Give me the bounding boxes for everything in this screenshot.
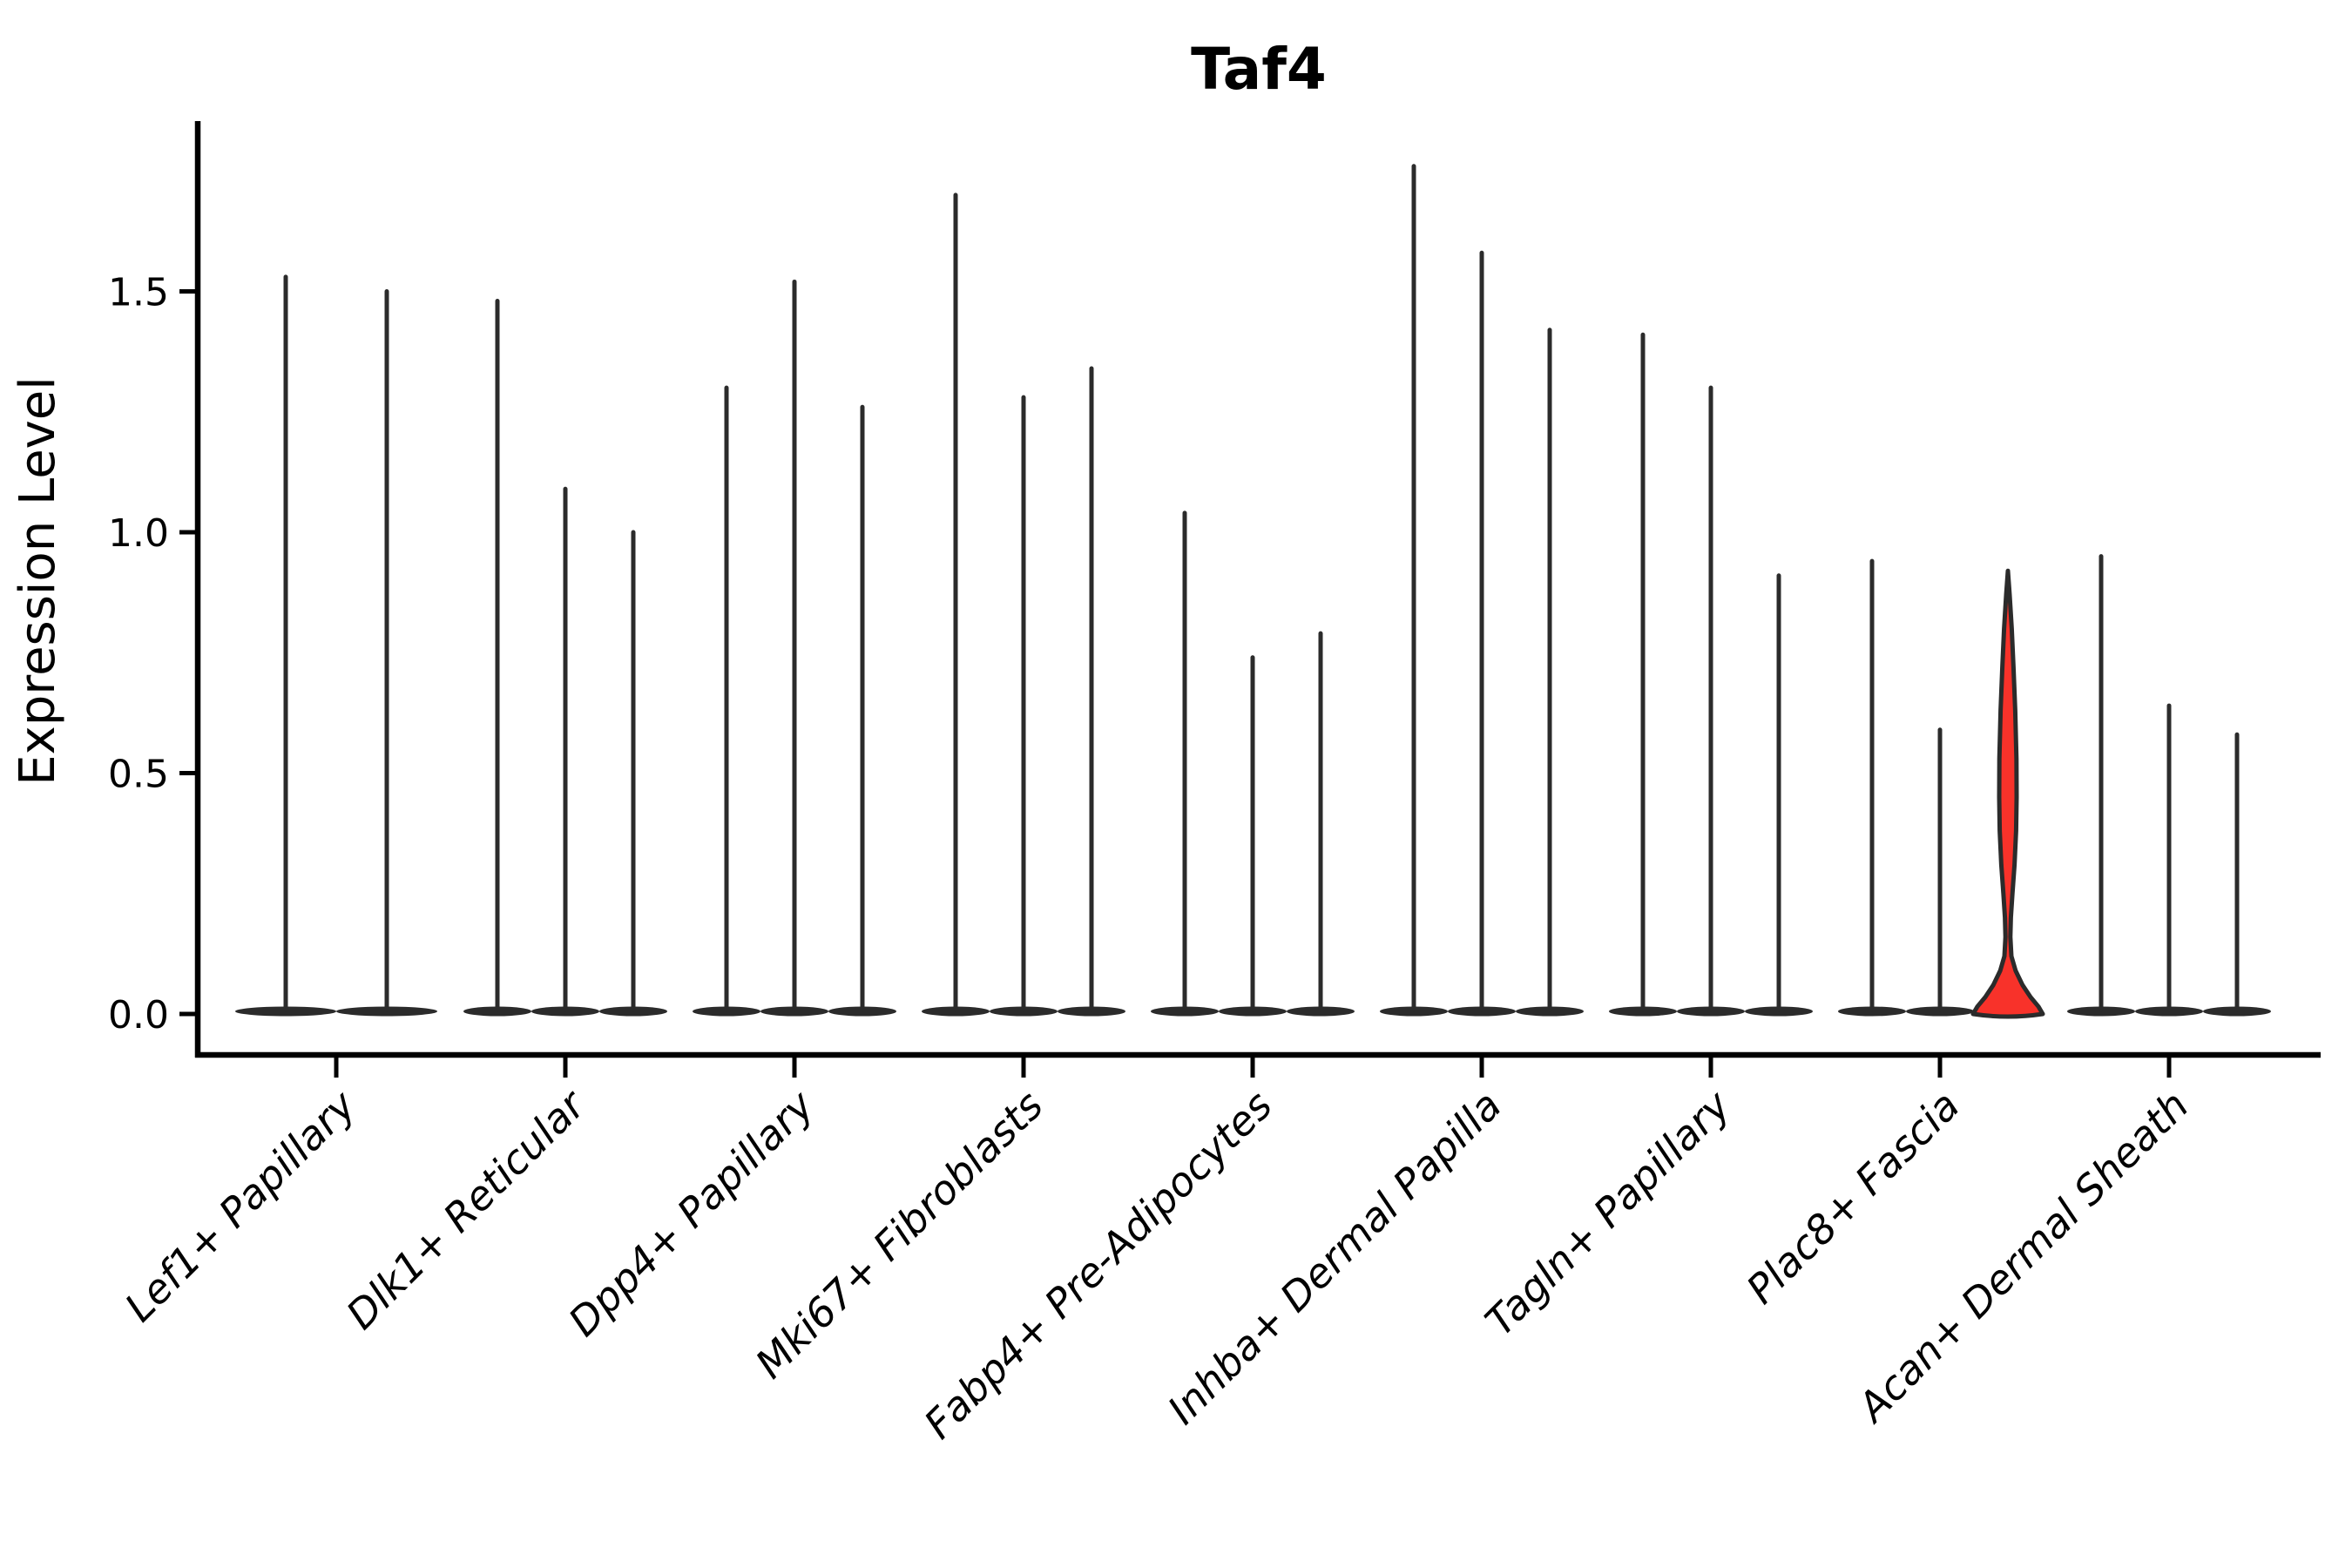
y-tick-label: 1.0 xyxy=(108,511,169,556)
x-tick-label: Tagln+ Papillary xyxy=(1476,1081,1740,1345)
plot-title: Taf4 xyxy=(1191,36,1327,103)
y-axis-label: Expression Level xyxy=(10,376,66,786)
axes-layer xyxy=(179,121,2321,1078)
violins-layer xyxy=(235,164,2271,1019)
x-tick-label: Plac8+ Fascia xyxy=(1737,1082,1968,1313)
y-tick-label: 0.0 xyxy=(108,993,169,1037)
highlighted-violin xyxy=(1970,568,2045,1019)
x-tick-label: Dlk1+ Reticular xyxy=(337,1079,596,1338)
x-tick-label: Lef1+ Papillary xyxy=(116,1081,365,1330)
y-tick-label: 1.5 xyxy=(108,271,169,315)
y-tick-label: 0.5 xyxy=(108,753,169,797)
x-tick-label: Dpp4+ Papillary xyxy=(559,1081,823,1345)
